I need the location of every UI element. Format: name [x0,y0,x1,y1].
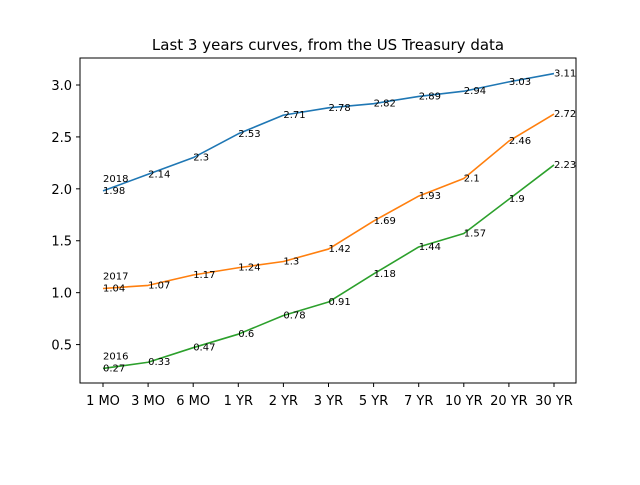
data-label: 2.82 [374,99,396,110]
data-label: 1.57 [464,228,486,239]
data-label: 0.6 [238,329,254,340]
data-label: 2.53 [238,129,260,140]
series-line [102,164,555,370]
data-label: 1.04 [103,284,125,295]
x-tick-label: 10 YR [445,394,483,409]
series-layer: 1.98 2.14 2.3 2.53 2.71 2.78 2.82 2.89 2.94 3.03 3… [102,69,576,374]
data-label: 0.27 [103,363,125,374]
data-label: 2.71 [283,110,305,121]
x-tick-label: 1 MO [86,394,120,409]
data-label: 0.91 [329,297,351,308]
data-label: 1.17 [193,270,215,281]
series-year-label: 2018 [103,174,128,185]
series-2018: 1.98 2.14 2.3 2.53 2.71 2.78 2.82 2.89 2.94 3.03 3… [102,69,576,197]
y-tick-label: 1.5 [51,235,72,250]
data-label: 2.46 [509,136,531,147]
series-line [102,113,555,290]
x-tick-label: 6 MO [176,394,210,409]
x-tick-label: 2 YR [269,394,298,409]
y-tick-label: 3.0 [51,79,72,94]
series-2017: 1.04 1.07 1.17 1.24 1.3 1.42 1.69 1.93 2.1 2.46 2.… [102,109,576,295]
data-label: 2.72 [554,109,576,120]
data-label: 0.78 [283,311,305,322]
data-label: 1.93 [419,191,441,202]
x-tick-label: 7 YR [404,394,433,409]
plot-frame [79,57,577,384]
axes: 1 MO 3 MO 6 MO 1 YR 2 YR 3 YR 5 YR 7 YR 10 YR 20 … [51,79,573,409]
data-label: 1.44 [419,242,441,253]
x-tick-label: 3 YR [314,394,343,409]
data-label: 2.94 [464,86,486,97]
x-tick-label: 20 YR [490,394,528,409]
data-label: 0.47 [193,343,215,354]
data-label: 1.69 [374,216,396,227]
x-tick-label: 30 YR [535,394,573,409]
y-tick-label: 1.0 [51,287,72,302]
data-label: 1.18 [374,269,396,280]
x-tick-label: 3 MO [131,394,165,409]
y-tick-label: 2.0 [51,183,72,198]
y-tick-label: 0.5 [51,339,72,354]
data-label: 2.1 [464,173,480,184]
data-label: 1.9 [509,194,525,205]
series-year-label: 2016 [103,351,128,362]
data-label: 2.89 [419,91,441,102]
data-label: 1.98 [103,186,125,197]
data-label: 3.11 [554,69,576,80]
series-line [102,72,555,192]
data-label: 0.33 [148,357,170,368]
x-tick-label: 1 YR [224,394,253,409]
data-label: 3.03 [509,77,531,88]
x-tick-label: 5 YR [359,394,388,409]
data-label: 1.3 [283,257,299,268]
data-label: 1.07 [148,280,170,291]
y-tick-label: 2.5 [51,131,72,146]
data-label: 2.78 [329,103,351,114]
series-2016: 0.27 0.33 0.47 0.6 0.78 0.91 1.18 1.44 1.57 1.9 2.… [102,160,576,374]
data-label: 1.24 [238,263,260,274]
data-label: 1.42 [329,244,351,255]
data-label: 2.23 [554,160,576,171]
chart-title: Last 3 years curves, from the US Treasur… [152,36,504,54]
data-label: 2.3 [193,153,209,164]
data-label: 2.14 [148,169,170,180]
series-year-label: 2017 [103,272,128,283]
